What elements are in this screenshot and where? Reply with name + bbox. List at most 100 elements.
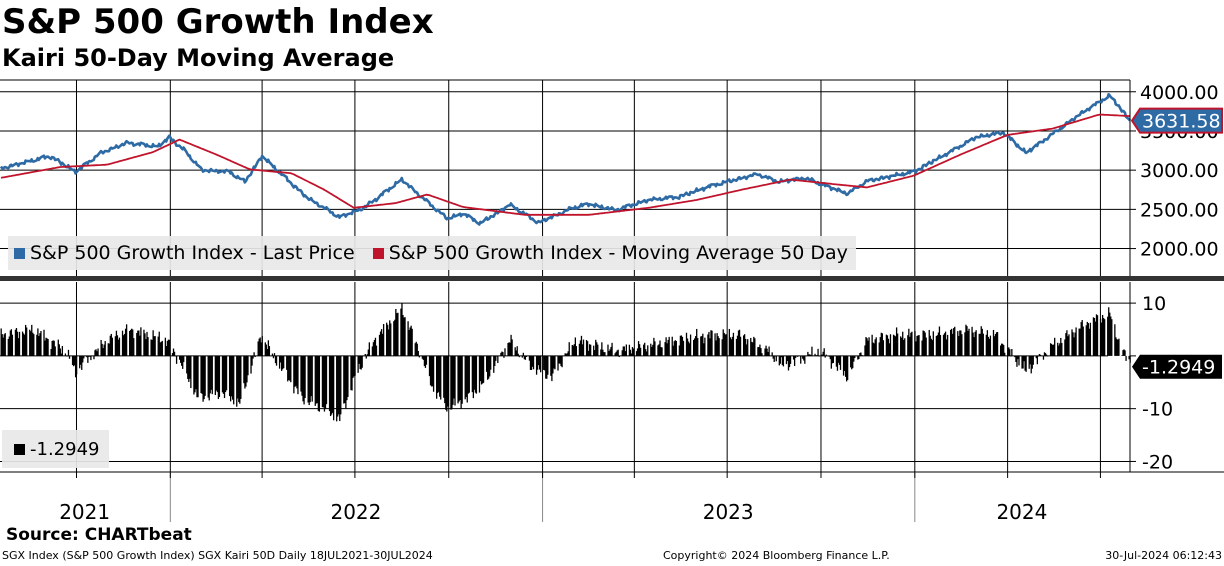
kairi-bar bbox=[264, 342, 266, 356]
kairi-bar bbox=[428, 355, 431, 377]
kairi-bar bbox=[586, 341, 589, 356]
kairi-bar bbox=[788, 355, 791, 368]
kairi-bar bbox=[458, 355, 460, 402]
kairi-bar bbox=[311, 355, 313, 402]
kairi-bar bbox=[3, 334, 5, 356]
kairi-bar bbox=[158, 331, 160, 356]
kairi-bar bbox=[50, 348, 52, 356]
kairi-bar bbox=[839, 355, 842, 370]
kairi-bar bbox=[485, 355, 488, 372]
kairi-bar bbox=[224, 355, 227, 393]
kairi-bar bbox=[824, 355, 826, 358]
kairi-bar bbox=[685, 332, 688, 356]
kairi-bar bbox=[1073, 337, 1075, 356]
kairi-bar bbox=[981, 328, 983, 356]
kairi-bar bbox=[771, 352, 773, 356]
kairi-bar bbox=[394, 319, 396, 356]
kairi-bar bbox=[1102, 318, 1105, 356]
kairi-bar bbox=[775, 355, 777, 362]
kairi-bar bbox=[647, 345, 649, 356]
kairi-bar bbox=[300, 355, 302, 392]
kairi-bar bbox=[189, 355, 191, 379]
kairi-bar bbox=[974, 331, 976, 356]
x-year-label: 2023 bbox=[703, 500, 754, 524]
kairi-bar bbox=[945, 339, 948, 356]
kairi-bar bbox=[943, 333, 946, 356]
kairi-bar bbox=[273, 353, 276, 356]
kairi-bar bbox=[687, 341, 690, 356]
kairi-bar bbox=[410, 325, 412, 356]
kairi-bar bbox=[351, 355, 353, 391]
kairi-bar bbox=[540, 355, 542, 373]
kairi-bar bbox=[295, 355, 297, 386]
kairi-bar bbox=[7, 338, 9, 356]
kairi-bar bbox=[4, 333, 6, 356]
kairi-bar bbox=[924, 332, 926, 356]
kairi-bar bbox=[29, 329, 31, 356]
kairi-bar bbox=[875, 337, 877, 356]
kairi-bar bbox=[17, 338, 20, 356]
kairi-bar bbox=[809, 354, 811, 356]
kairi-bar bbox=[1086, 321, 1088, 356]
kairi-bar bbox=[1066, 330, 1068, 356]
kairi-bar bbox=[74, 355, 77, 378]
kairi-bar bbox=[1108, 307, 1110, 356]
kairi-bar bbox=[925, 337, 927, 356]
kairi-bar bbox=[378, 334, 381, 356]
kairi-bar bbox=[347, 355, 349, 397]
kairi-bar bbox=[953, 328, 955, 356]
kairi-bar bbox=[575, 346, 578, 356]
kairi-bar bbox=[994, 334, 997, 356]
kairi-bar bbox=[560, 355, 562, 367]
kairi-bar bbox=[851, 355, 853, 370]
kairi-bar bbox=[296, 355, 298, 389]
kairi-bar bbox=[710, 330, 712, 356]
kairi-bar bbox=[829, 355, 831, 360]
kairi-bar bbox=[247, 355, 249, 376]
upper-y-tick-label: 2500.00 bbox=[1140, 199, 1219, 221]
kairi-bar bbox=[151, 339, 153, 356]
kairi-bar bbox=[724, 334, 726, 356]
kairi-bar bbox=[329, 355, 332, 417]
kairi-bar bbox=[360, 355, 362, 370]
kairi-bar bbox=[457, 355, 459, 404]
kairi-bar bbox=[528, 355, 531, 361]
kairi-bar bbox=[93, 355, 95, 360]
kairi-bar bbox=[537, 355, 540, 366]
kairi-bar bbox=[1051, 344, 1054, 356]
kairi-bar bbox=[729, 337, 732, 356]
kairi-bar bbox=[350, 355, 352, 391]
kairi-bar bbox=[125, 324, 128, 356]
kairi-bar bbox=[1002, 343, 1004, 356]
kairi-bar bbox=[587, 350, 590, 356]
kairi-bar bbox=[32, 332, 34, 356]
kairi-bar bbox=[844, 355, 847, 377]
kairi-bar bbox=[628, 344, 631, 356]
kairi-bar bbox=[695, 336, 697, 356]
kairi-bar bbox=[282, 355, 284, 370]
kairi-bar bbox=[396, 313, 398, 356]
kairi-bar bbox=[143, 329, 145, 356]
kairi-bar bbox=[1087, 323, 1089, 356]
kairi-bar bbox=[87, 355, 89, 363]
kairi-bar bbox=[1021, 355, 1023, 369]
x-year-label: 2022 bbox=[330, 500, 381, 524]
kairi-bar bbox=[785, 355, 788, 365]
kairi-bar bbox=[253, 352, 255, 356]
kairi-bar bbox=[978, 333, 980, 356]
kairi-bar bbox=[373, 340, 376, 356]
kairi-bar bbox=[328, 355, 331, 412]
kairi-bar bbox=[164, 337, 167, 356]
kairi-bar bbox=[121, 330, 124, 356]
kairi-bar bbox=[939, 334, 942, 356]
kairi-bar bbox=[1116, 339, 1118, 356]
kairi-bar bbox=[408, 329, 410, 356]
kairi-bar bbox=[900, 336, 902, 356]
kairi-bar bbox=[238, 355, 240, 403]
kairi-bar bbox=[381, 333, 384, 356]
kairi-bar bbox=[1117, 339, 1119, 356]
kairi-bar bbox=[1081, 320, 1083, 356]
kairi-bar bbox=[96, 351, 98, 356]
kairi-bar bbox=[1114, 324, 1116, 356]
